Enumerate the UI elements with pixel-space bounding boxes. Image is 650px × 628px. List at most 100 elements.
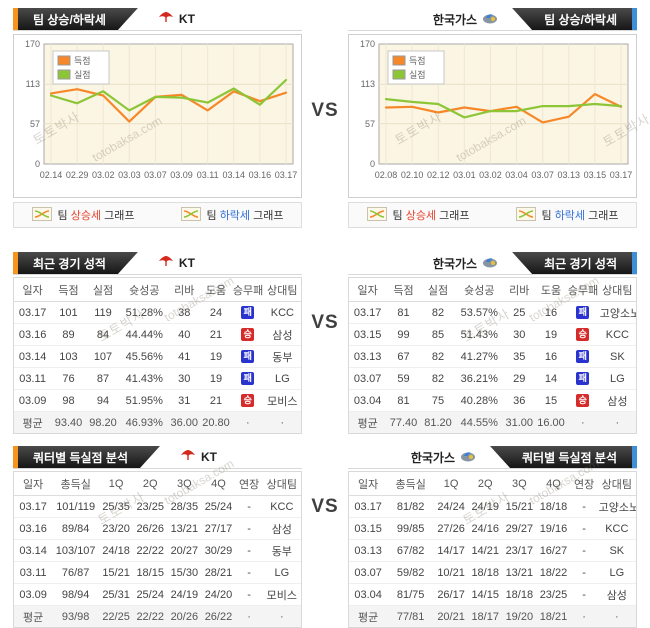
table-cell: 03.13 — [349, 345, 387, 368]
table-cell: 23/25 — [536, 583, 571, 606]
trend-title: 팀 상승/하락세 — [33, 12, 106, 27]
column-header: 도움 — [200, 278, 232, 302]
table-row: 03.14 103 107 45.56% 41 19 패 동부 — [14, 345, 301, 368]
column-header: 연장 — [235, 472, 263, 496]
table-cell: 18/15 — [133, 561, 168, 584]
table-cell: 22/25 — [99, 605, 134, 627]
table-cell: 76 — [51, 367, 86, 390]
table-cell: 모비스 — [262, 583, 301, 606]
svg-text:03.13: 03.13 — [558, 170, 581, 180]
loss-badge: 패 — [576, 306, 590, 319]
table-cell: 03.07 — [349, 367, 387, 390]
table-cell: 82 — [420, 367, 456, 390]
table-cell: 16 — [535, 301, 567, 324]
table-cell: 98 — [51, 389, 86, 412]
quarter-panel-gas: 한국가스 쿼터별 득실점 분석 일자 총득실 1Q 2Q 3Q 4Q 연장 상대팀 03.17 8… — [348, 446, 637, 628]
table-cell: 24/16 — [468, 517, 503, 540]
quarter-title: 쿼터별 득실점 분석 — [522, 450, 617, 465]
table-cell: 15/21 — [502, 495, 537, 518]
table-cell: 99 — [386, 323, 421, 346]
table-cell: 23/25 — [133, 495, 168, 518]
table-cell: 53.57% — [455, 301, 504, 324]
kt-logo-icon — [158, 255, 174, 271]
stats-table: 일자 득점 실점 슛성공 리바 도움 승무패 상대팀 03.17 81 82 53.57% 25 16 패 고… — [349, 278, 636, 433]
table-cell: · — [262, 605, 301, 627]
svg-text:03.01: 03.01 — [453, 170, 476, 180]
table-cell: LG — [598, 367, 636, 390]
orange-accent-bar — [13, 252, 18, 274]
table-cell: 24/19 — [167, 583, 202, 606]
column-header: 상대팀 — [597, 472, 636, 496]
table-cell: 03.17 — [14, 495, 53, 518]
table-cell: 고양소노 — [598, 301, 636, 324]
team-gas: 한국가스 — [411, 446, 476, 468]
table-cell: KCC — [597, 517, 636, 540]
table-cell: - — [235, 539, 263, 562]
recent-panel-kt: 최근 경기 성적 KT 일자 득점 실점 슛성공 리바 도움 승무패 상대팀 03.17 101 1… — [13, 252, 302, 434]
loss-badge: 패 — [241, 306, 255, 319]
table-cell: - — [235, 517, 263, 540]
column-header: 승무패 — [566, 278, 599, 302]
table-row: 03.17 101 119 51.28% 38 24 패 KCC — [14, 301, 301, 324]
table-cell: · — [235, 605, 263, 627]
table-cell: 18/18 — [502, 583, 537, 606]
table-cell: 03.09 — [14, 583, 53, 606]
table-cell: - — [570, 539, 598, 562]
column-header-row: 일자 득점 실점 슛성공 리바 도움 승무패 상대팀 — [14, 278, 301, 302]
table-cell: · — [566, 411, 599, 433]
table-cell: 모비스 — [263, 389, 301, 412]
table-row: 03.07 59 82 36.21% 29 14 패 LG — [349, 367, 636, 390]
table-cell: 93.40 — [51, 411, 86, 433]
hankookgas-logo-icon — [460, 450, 476, 465]
table-cell: 28/35 — [167, 495, 202, 518]
team-name: KT — [178, 256, 195, 270]
table-cell: 51.28% — [120, 301, 169, 324]
table-cell: 20/27 — [167, 539, 202, 562]
trend-section: 팀 상승/하락세 KT 0 57 113 170 02.14 02.29 03.02 03.0… — [0, 0, 650, 228]
svg-text:02.12: 02.12 — [427, 170, 450, 180]
table-row-average: 평균 77/81 20/21 18/17 19/20 18/21 · · — [349, 605, 636, 627]
table-row: 03.11 76/87 15/21 18/15 15/30 28/21- LG — [14, 561, 301, 584]
svg-text:03.15: 03.15 — [584, 170, 607, 180]
table-cell: 29 — [503, 367, 536, 390]
table-cell: 14/21 — [468, 539, 503, 562]
table-cell: 94 — [85, 389, 121, 412]
table-cell: 59/82 — [387, 561, 435, 584]
table-cell: 41.27% — [455, 345, 504, 368]
table-cell: 82 — [420, 301, 456, 324]
recent-title-tab: 최근 경기 성적 — [512, 252, 632, 274]
table-cell: 18/22 — [536, 561, 571, 584]
table-cell: 44.55% — [455, 411, 504, 433]
table-cell: KCC — [262, 495, 301, 518]
team-kt: KT — [158, 8, 195, 30]
column-header: 슛성공 — [120, 278, 169, 302]
team-name: 한국가스 — [432, 256, 478, 271]
table-cell: 03.16 — [14, 323, 52, 346]
recent-panel-gas: 한국가스 최근 경기 성적 일자 득점 실점 슛성공 리바 도움 승무패 상대팀 03.17 81… — [348, 252, 637, 434]
table-cell: 101/119 — [52, 495, 100, 518]
table-cell: 승 — [566, 389, 599, 412]
table-cell: 25/24 — [201, 495, 236, 518]
series-line-실점 — [384, 97, 623, 119]
table-cell: 45.56% — [120, 345, 169, 368]
svg-text:03.16: 03.16 — [249, 170, 272, 180]
svg-text:57: 57 — [30, 119, 40, 129]
column-header: 2Q — [468, 472, 503, 496]
column-header-row: 일자 득점 실점 슛성공 리바 도움 승무패 상대팀 — [349, 278, 636, 302]
table-cell: 평균 — [14, 411, 52, 433]
kt-logo-icon — [158, 11, 174, 27]
trend-panel-kt: 팀 상승/하락세 KT 0 57 113 170 02.14 02.29 03.02 03.0… — [13, 8, 302, 228]
table-cell: · — [598, 411, 636, 433]
table-cell: · — [570, 605, 598, 627]
quarter-header-gas: 한국가스 쿼터별 득실점 분석 — [348, 446, 637, 469]
table-cell: 19/16 — [536, 517, 571, 540]
column-header: 연장 — [570, 472, 598, 496]
table-cell: - — [235, 495, 263, 518]
table-cell: 18/21 — [536, 605, 571, 627]
recent-section: 최근 경기 성적 KT 일자 득점 실점 슛성공 리바 도움 승무패 상대팀 03.17 101 1… — [0, 252, 650, 434]
table-cell: 평균 — [349, 605, 388, 627]
recent-header-kt: 최근 경기 성적 KT — [13, 252, 302, 275]
loss-badge: 패 — [241, 350, 255, 363]
